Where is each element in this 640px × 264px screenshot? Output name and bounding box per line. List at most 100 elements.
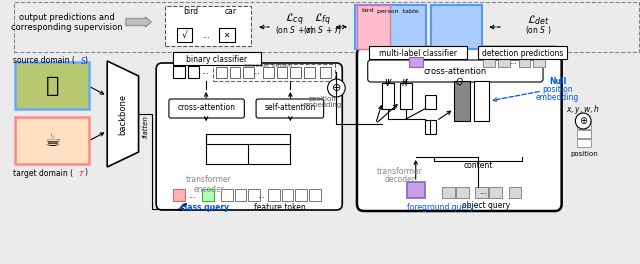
Bar xyxy=(309,189,321,201)
Bar xyxy=(424,95,436,109)
Text: $\mathcal{L}_{det}$: $\mathcal{L}_{det}$ xyxy=(527,13,550,27)
Bar xyxy=(14,2,639,52)
Text: backbone: backbone xyxy=(118,93,127,135)
Text: foreground query: foreground query xyxy=(407,204,474,213)
Text: object query: object query xyxy=(462,200,510,210)
Bar xyxy=(304,67,315,78)
Text: corresponding supervision: corresponding supervision xyxy=(12,22,123,31)
Text: ...: ... xyxy=(257,191,265,200)
Text: cross-attention: cross-attention xyxy=(177,103,235,112)
Bar xyxy=(474,81,489,121)
Text: ): ) xyxy=(84,55,88,64)
Text: (on $S$ + $\mathcal{T}$): (on $S$ + $\mathcal{T}$) xyxy=(303,24,342,36)
Bar xyxy=(202,189,214,201)
Text: $\mathcal{L}_{cq}$: $\mathcal{L}_{cq}$ xyxy=(285,12,303,28)
Text: V: V xyxy=(384,78,390,87)
Text: encoder: encoder xyxy=(193,185,225,194)
Bar xyxy=(213,64,335,81)
Text: source domain (: source domain ( xyxy=(13,55,75,64)
Bar xyxy=(173,52,261,65)
Bar xyxy=(230,67,241,78)
Text: √: √ xyxy=(182,31,188,40)
FancyBboxPatch shape xyxy=(156,63,342,210)
FancyBboxPatch shape xyxy=(169,99,244,118)
Bar xyxy=(165,6,251,46)
Bar xyxy=(291,67,301,78)
Bar xyxy=(533,57,545,67)
Text: (on $S$ ): (on $S$ ) xyxy=(525,24,552,36)
Bar xyxy=(173,189,184,201)
Bar xyxy=(15,117,88,164)
Text: Q: Q xyxy=(455,78,462,87)
Text: position: position xyxy=(570,151,598,157)
Bar xyxy=(177,28,193,42)
Bar xyxy=(173,66,184,78)
Text: ✕: ✕ xyxy=(223,31,230,40)
Text: encoder output: encoder output xyxy=(243,63,292,68)
Text: ...: ... xyxy=(252,68,260,77)
Bar xyxy=(442,187,455,198)
Text: bird: bird xyxy=(362,8,374,13)
Bar xyxy=(221,189,232,201)
Bar xyxy=(234,189,246,201)
Bar xyxy=(188,66,199,78)
Bar xyxy=(216,67,227,78)
Bar xyxy=(243,67,254,78)
Bar xyxy=(409,57,422,67)
Bar xyxy=(268,189,280,201)
Text: bird: bird xyxy=(183,7,198,16)
Bar xyxy=(424,120,436,134)
Text: ...: ... xyxy=(509,58,516,67)
Circle shape xyxy=(328,79,345,97)
Text: embedding: embedding xyxy=(536,92,579,101)
Bar xyxy=(357,5,390,49)
FancyBboxPatch shape xyxy=(256,99,324,118)
Bar xyxy=(407,182,424,198)
Text: ☕: ☕ xyxy=(44,132,60,150)
Bar xyxy=(483,57,495,67)
Text: $\mathcal{T}$: $\mathcal{T}$ xyxy=(78,168,85,178)
Circle shape xyxy=(575,113,591,129)
Polygon shape xyxy=(108,61,138,167)
FancyArrow shape xyxy=(126,17,151,27)
Text: output predictions and: output predictions and xyxy=(19,12,115,21)
Text: cross-attention: cross-attention xyxy=(423,67,486,76)
Text: $x, y, w, h$: $x, y, w, h$ xyxy=(566,102,600,116)
Bar xyxy=(454,81,470,121)
Text: Null: Null xyxy=(549,77,566,86)
Text: self-attention: self-attention xyxy=(265,103,316,112)
Text: ): ) xyxy=(84,168,88,177)
Bar xyxy=(577,130,591,138)
Text: binary classifier: binary classifier xyxy=(186,54,248,64)
Text: ...: ... xyxy=(479,187,487,196)
Bar xyxy=(355,5,426,49)
Bar xyxy=(476,187,488,198)
Text: ...: ... xyxy=(202,31,210,40)
Text: flatten: flatten xyxy=(143,115,148,138)
Bar xyxy=(577,139,591,147)
Bar xyxy=(489,187,502,198)
Bar xyxy=(498,57,509,67)
Text: ...: ... xyxy=(188,191,196,200)
Text: position: position xyxy=(543,84,573,93)
Text: ...: ... xyxy=(201,68,209,77)
Text: car: car xyxy=(225,7,237,16)
Bar xyxy=(383,83,394,109)
Bar xyxy=(369,46,467,59)
Bar xyxy=(282,189,293,201)
Text: transformer: transformer xyxy=(377,167,423,176)
Text: 🐦: 🐦 xyxy=(45,76,59,96)
Bar xyxy=(431,5,483,49)
Bar xyxy=(518,57,531,67)
Text: ⊕: ⊕ xyxy=(332,83,341,93)
Bar xyxy=(456,187,468,198)
Text: $\mathcal{L}_{fq}$: $\mathcal{L}_{fq}$ xyxy=(314,12,332,28)
Text: transformer: transformer xyxy=(186,176,232,185)
Text: person  table: person table xyxy=(377,8,419,13)
Text: multi-label classifier: multi-label classifier xyxy=(379,49,457,58)
Bar xyxy=(276,67,287,78)
Bar xyxy=(577,121,591,129)
Text: feature token: feature token xyxy=(253,204,305,213)
Text: $S$: $S$ xyxy=(80,54,86,65)
FancyBboxPatch shape xyxy=(357,47,562,211)
